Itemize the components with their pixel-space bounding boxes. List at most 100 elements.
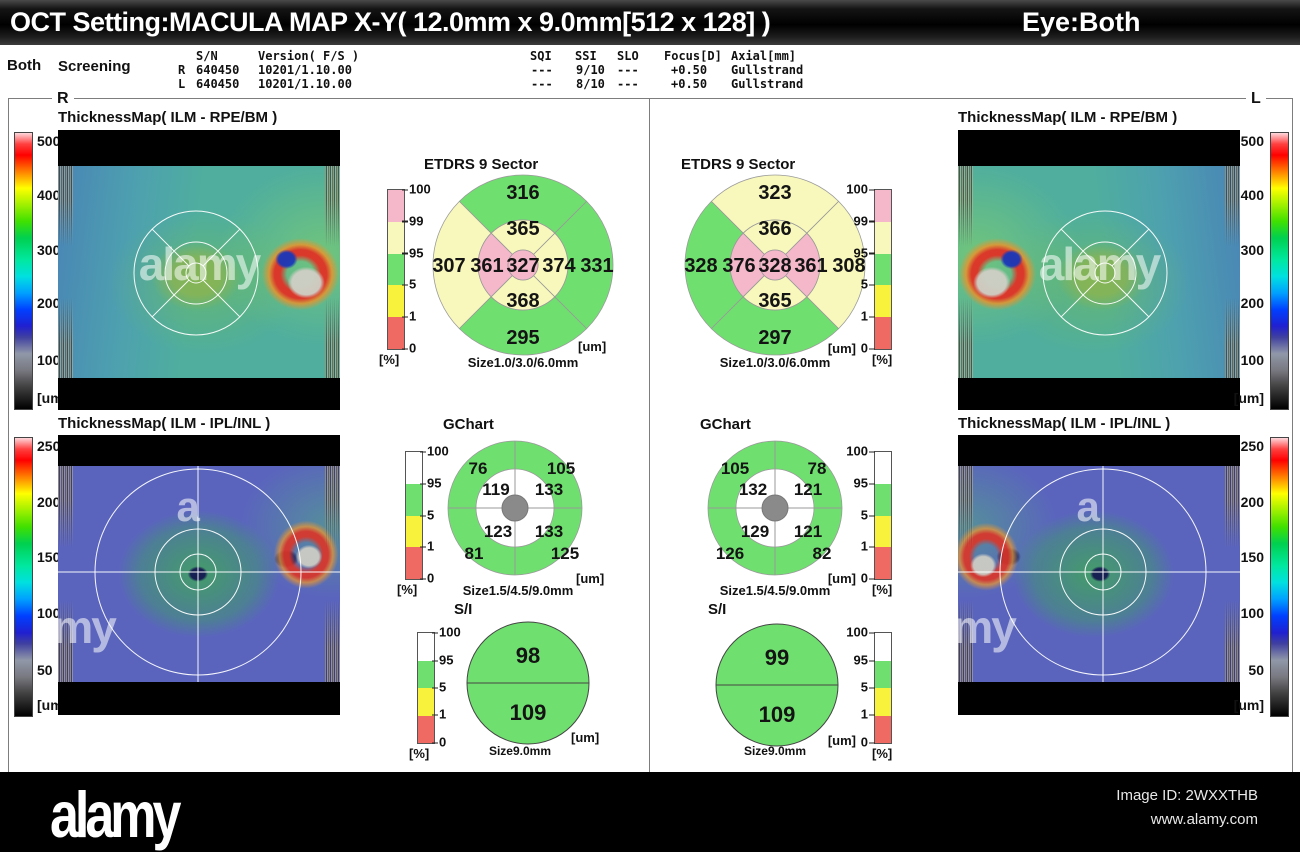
left-eye-label: L: [1246, 90, 1266, 108]
percent-unit: [%]: [397, 582, 418, 597]
scan-edge-noise: [325, 466, 340, 682]
colorbar-tick: 50: [1248, 662, 1264, 678]
od-gchart: 76 105 119 133 123 133 81 125: [447, 440, 583, 576]
od-rpe-map-image: alamy: [58, 166, 340, 378]
os-etdrs-title: ETDRS 9 Sector: [681, 156, 796, 173]
colorbar-tick: 400: [1240, 187, 1264, 203]
colorbar-tick: 100: [1240, 605, 1264, 621]
os-gchart-title: GChart: [700, 416, 751, 433]
gchart-value-outer-bl: 81: [465, 544, 484, 563]
scale-segment: [406, 452, 422, 484]
colorbar-tick: 100: [1240, 352, 1264, 368]
od-ipl-colorbar: 250 200 150 100 50 [um]: [14, 437, 67, 717]
colorbar-tick: 150: [37, 549, 61, 565]
scale-tick: 5: [401, 276, 417, 292]
od-gchart-title: GChart: [443, 416, 494, 433]
etdrs-value-outer-left: 307: [432, 255, 465, 277]
os-ipl-colorbar: 250 200 150 100 50 [um]: [1234, 437, 1289, 717]
etdrs-value-outer-right: 331: [580, 255, 613, 277]
etdrs-sector-center: [759, 249, 791, 281]
gchart-center-disc: [501, 494, 529, 522]
od-rpe-thickness-map: alamy: [58, 130, 340, 410]
scale-segment: [388, 221, 404, 254]
col-axial: Axial[mm]: [731, 49, 797, 63]
percent-scale-bar: [387, 189, 405, 350]
scale-segment: [875, 285, 891, 318]
od-si-size: Size9.0mm: [488, 744, 552, 758]
etdrs-value-inner-left: 361: [470, 255, 503, 277]
colorbar-tick: 50: [37, 662, 53, 678]
percent-unit: [%]: [872, 352, 893, 367]
image-credit: Image ID: 2WXXTHB www.alamy.com: [1116, 784, 1258, 832]
scale-tick: 5: [431, 679, 447, 695]
etdrs-value-inner-left: 376: [722, 255, 755, 277]
percent-scale-bar: [874, 189, 892, 350]
etdrs-grid-overlay: [133, 210, 259, 336]
gchart-value-inner-bl: 129: [741, 522, 769, 541]
etdrs-value-inner-top: 365: [506, 218, 539, 240]
scale-segment: [875, 221, 891, 254]
scale-segment: [875, 715, 891, 743]
row-l-focus: +0.50: [671, 77, 708, 91]
percent-unit: [%]: [409, 746, 430, 761]
scale-tick: 95: [419, 475, 442, 491]
scan-edge-noise: [58, 466, 73, 682]
scale-segment: [875, 515, 891, 548]
scale-tick: 1: [431, 706, 447, 722]
row-r-focus: +0.50: [671, 63, 708, 77]
os-si-title: S/I: [708, 601, 727, 618]
percent-scale-bar: [874, 451, 892, 580]
od-ipl-map-title: ThicknessMap( ILM - IPL/INL ): [58, 415, 271, 432]
os-si-chart: 99 109: [715, 623, 839, 747]
scale-tick: 1: [860, 308, 876, 324]
od-gchart-percent-scale: 100 95 5 1 0 [%]: [397, 444, 449, 598]
scale-segment: [418, 715, 434, 743]
row-l-ssi: 8/10: [576, 77, 605, 91]
row-r-axial: Gullstrand: [731, 63, 804, 77]
colorbar-tick: 400: [37, 187, 61, 203]
od-si-chart: 98 109: [466, 621, 590, 745]
scale-segment: [406, 515, 422, 548]
scale-tick: 0: [431, 734, 447, 750]
scale-tick: 99: [853, 213, 876, 229]
col-focus: Focus[D]: [664, 49, 722, 63]
scale-tick: 5: [860, 679, 876, 695]
page-title: OCT Setting:MACULA MAP X-Y( 12.0mm x 9.0…: [10, 7, 771, 37]
od-gchart-size: Size1.5/4.5/9.0mm: [462, 583, 574, 598]
stock-site-url: www.alamy.com: [1150, 811, 1258, 828]
os-gchart-unit: [um]: [827, 571, 856, 586]
eye-divider: [649, 98, 650, 772]
od-gchart-unit: [um]: [576, 571, 605, 586]
os-rpe-thickness-map: alamy: [958, 130, 1240, 410]
scale-tick: 95: [853, 652, 876, 668]
od-si-percent-scale: 100 95 5 1 0 [%]: [409, 625, 461, 762]
os-gchart-size: Size1.5/4.5/9.0mm: [719, 583, 831, 598]
thickness-colorbar-gradient: [14, 437, 33, 717]
row-l-version: 10201/1.10.00: [258, 77, 352, 91]
row-r-eye: R: [178, 63, 186, 77]
scale-segment: [418, 688, 434, 716]
scale-tick: 95: [853, 475, 876, 491]
scale-segment: [406, 483, 422, 516]
scale-segment: [875, 452, 891, 484]
etdrs-value-inner-right: 361: [794, 255, 827, 277]
colorbar-tick: 200: [37, 494, 61, 510]
colorbar-unit: [um]: [1233, 697, 1264, 713]
od-si-title: S/I: [454, 601, 473, 618]
scale-tick: 0: [860, 734, 876, 750]
col-ssi: SSI: [575, 49, 597, 63]
colorbar-tick: 300: [37, 242, 61, 258]
scan-edge-noise: [958, 466, 973, 682]
scale-tick: 1: [401, 308, 417, 324]
colorbar-tick: 300: [1240, 242, 1264, 258]
gchart-value-outer-tr: 105: [547, 459, 575, 478]
scale-tick: 100: [846, 181, 875, 197]
si-value-superior: 99: [765, 645, 789, 670]
os-gchart-percent-scale: 100 95 5 1 0 [%]: [846, 444, 892, 598]
colorbar-unit: [um]: [1233, 390, 1264, 406]
percent-unit: [%]: [872, 582, 893, 597]
etdrs-value-outer-bottom: 297: [758, 327, 791, 349]
etdrs-grid-overlay: [1042, 210, 1168, 336]
colorbar-tick: 500: [37, 133, 61, 149]
os-si-size: Size9.0mm: [743, 744, 807, 758]
